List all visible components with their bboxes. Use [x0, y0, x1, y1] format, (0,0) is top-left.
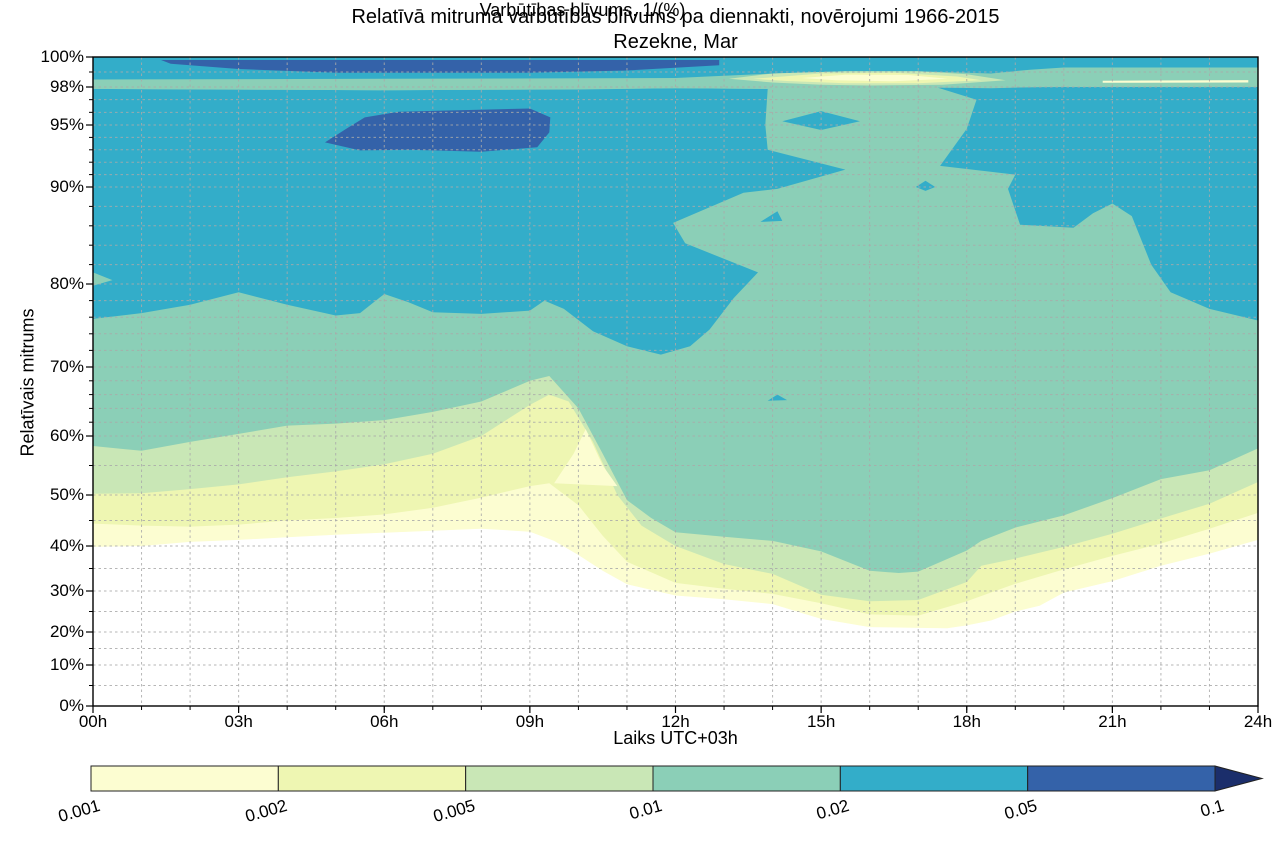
- region-teal-speck-a: [760, 211, 783, 222]
- colorbar-segment-0.005: [465, 765, 654, 792]
- x-tick-label-18h: 18h: [952, 712, 981, 731]
- y-tick-label-70%: 70%: [49, 357, 84, 376]
- y-tick-label-50%: 50%: [49, 485, 84, 504]
- y-tick-label-30%: 30%: [49, 581, 84, 600]
- region-seafoam-left-notch: [93, 272, 113, 286]
- y-tick-label-60%: 60%: [49, 426, 84, 445]
- y-tick-label-80%: 80%: [49, 274, 84, 293]
- y-tick-label-20%: 20%: [49, 622, 84, 641]
- region-blue-top-strip: [161, 60, 720, 73]
- colorbar-segment-0.01: [652, 765, 841, 792]
- y-tick-label-40%: 40%: [49, 536, 84, 555]
- colorbar-overflow-arrow: [1214, 765, 1264, 792]
- y-axis-label: Relatīvais mitrums: [17, 308, 38, 457]
- x-tick-label-12h: 12h: [661, 712, 690, 731]
- y-tick-label-98%: 98%: [49, 77, 84, 96]
- x-tick-label-15h: 15h: [806, 712, 836, 731]
- region-yellow-streak: [1102, 80, 1249, 83]
- y-tick-label-95%: 95%: [49, 115, 84, 134]
- page-title: Relatīvā mitruma varbūtības blīvums pa d…: [351, 6, 1000, 28]
- colorbar-segment-0.001: [90, 765, 279, 792]
- y-tick-label-100%: 100%: [40, 47, 84, 66]
- x-tick-label-06h: 06h: [370, 712, 399, 731]
- x-tick-label-03h: 03h: [224, 712, 253, 731]
- region-teal-diamond: [782, 111, 860, 130]
- y-tick-label-10%: 10%: [49, 655, 84, 674]
- x-tick-label-24h: 24h: [1243, 712, 1273, 731]
- region-teal-speck-b: [915, 180, 936, 191]
- colorbar-label: Varbūtības blīvums, 1/(%): [479, 0, 686, 20]
- x-tick-label-09h: 09h: [515, 712, 545, 731]
- x-tick-label-00h: 00h: [78, 712, 108, 731]
- x-tick-label-21h: 21h: [1098, 712, 1127, 731]
- x-axis-label: Laiks UTC+03h: [613, 728, 738, 748]
- region-lens-cream: [801, 74, 948, 82]
- colorbar-segment-0.05: [1027, 765, 1216, 792]
- region-blue-blob: [325, 108, 551, 152]
- y-tick-label-90%: 90%: [49, 177, 84, 196]
- region-cream-wedge: [554, 429, 618, 487]
- colorbar-segment-0.02: [839, 765, 1029, 792]
- y-tick-label-0%: 0%: [59, 696, 84, 715]
- page-subtitle: Rezekne, Mar: [613, 31, 738, 53]
- colorbar-segment-0.002: [277, 765, 467, 792]
- region-teal-left: [93, 88, 846, 355]
- region-teal-right: [937, 87, 1258, 321]
